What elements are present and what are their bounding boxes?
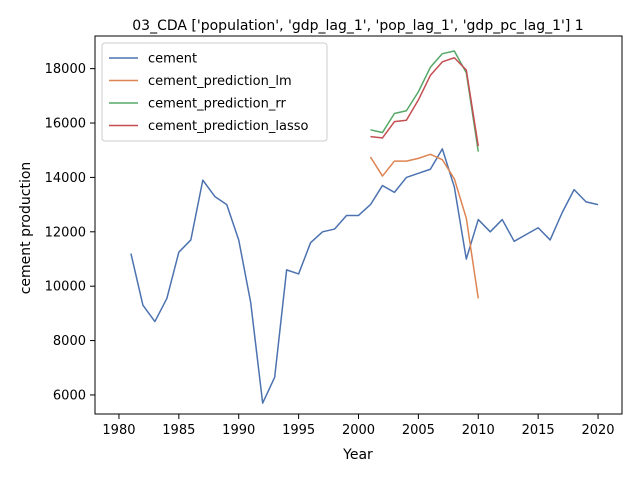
- legend-label: cement: [148, 52, 197, 67]
- x-tick-label: 1995: [282, 423, 315, 438]
- y-tick-label: 18000: [45, 62, 86, 77]
- series-line-cement: [130, 148, 599, 404]
- series-layer: [130, 50, 599, 404]
- y-axis-label: cement production: [18, 162, 34, 295]
- legend-label: cement_prediction_lm: [148, 74, 292, 89]
- y-tick-label: 6000: [53, 388, 86, 403]
- legend: cement cement_prediction_lm cement_predict…: [101, 42, 328, 142]
- x-tick-label: 1990: [222, 423, 255, 438]
- y-tick-label: 14000: [45, 171, 86, 186]
- x-tick-label: 1985: [162, 423, 195, 438]
- x-tick-label: 2020: [581, 423, 614, 438]
- series-line-cement-prediction-lasso: [370, 57, 480, 147]
- legend-box: [101, 42, 328, 142]
- legend-label: cement_prediction_lasso: [148, 119, 308, 134]
- series-line-cement-prediction-rr: [370, 50, 480, 152]
- y-tick-label: 10000: [45, 280, 86, 295]
- axes-layer: 1980 1985 1990 1995 2000 2005 2010 2015 2020 6000…: [45, 35, 623, 438]
- y-tick-label: 12000: [45, 225, 86, 240]
- chart-title: 03_CDA ['population', 'gdp_lag_1', 'pop_…: [132, 18, 583, 34]
- x-tick-label: 2000: [342, 423, 375, 438]
- legend-label: cement_prediction_rr: [148, 97, 286, 112]
- x-tick-label: 2005: [402, 423, 435, 438]
- y-tick-label: 8000: [53, 334, 86, 349]
- x-tick-label: 2010: [462, 423, 495, 438]
- x-tick-label: 2015: [522, 423, 555, 438]
- x-axis-label: Year: [342, 447, 373, 463]
- series-line-cement-prediction-lm: [369, 153, 480, 299]
- y-tick-label: 16000: [45, 117, 86, 132]
- x-tick-label: 1980: [102, 423, 135, 438]
